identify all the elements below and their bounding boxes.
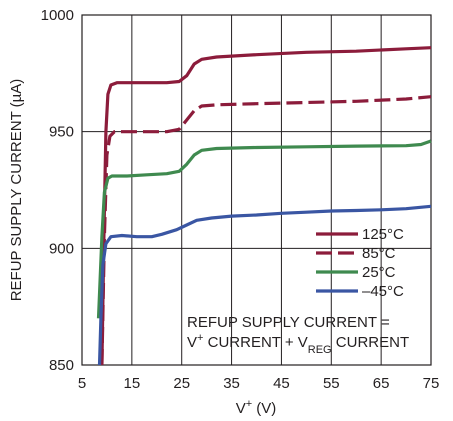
x-tick-label: 45 — [273, 375, 290, 392]
legend-label: 25°C — [362, 264, 396, 281]
x-tick-label: 35 — [223, 375, 240, 392]
x-tick-label: 75 — [423, 375, 440, 392]
legend: 125°C 85°C 25°C –45°C — [316, 226, 404, 300]
x-tick-labels: 5 15 25 35 45 55 65 75 — [78, 375, 440, 392]
annotation-note: REFUP SUPPLY CURRENT = V+ CURRENT + VREG… — [187, 314, 409, 356]
series-group — [96, 46, 432, 366]
y-tick-label: 900 — [49, 240, 74, 257]
y-tick-label: 950 — [49, 124, 74, 141]
series-line-45C — [97, 204, 432, 366]
series-line-85C — [100, 95, 432, 366]
legend-label: –45°C — [362, 283, 404, 300]
note-line-2: V+ CURRENT + VREG CURRENT — [187, 332, 409, 356]
note-line-1: REFUP SUPPLY CURRENT = — [187, 314, 390, 331]
x-tick-label: 55 — [323, 375, 340, 392]
y-tick-labels: 850 900 950 1000 — [41, 7, 74, 374]
legend-label: 85°C — [362, 245, 396, 262]
series-line-125C — [100, 46, 432, 366]
plot-frame — [81, 14, 432, 366]
y-tick-label: 850 — [49, 357, 74, 374]
x-tick-label: 25 — [173, 375, 190, 392]
y-axis-label: REFUP SUPPLY CURRENT (µA) — [8, 79, 25, 302]
legend-label: 125°C — [362, 226, 404, 243]
x-tick-label: 15 — [124, 375, 141, 392]
y-tick-label: 1000 — [41, 7, 74, 24]
x-tick-label: 5 — [78, 375, 86, 392]
grid — [82, 15, 431, 365]
x-tick-label: 65 — [373, 375, 390, 392]
series-line-25C — [96, 139, 432, 319]
x-axis-label: V+ (V) — [236, 398, 277, 417]
